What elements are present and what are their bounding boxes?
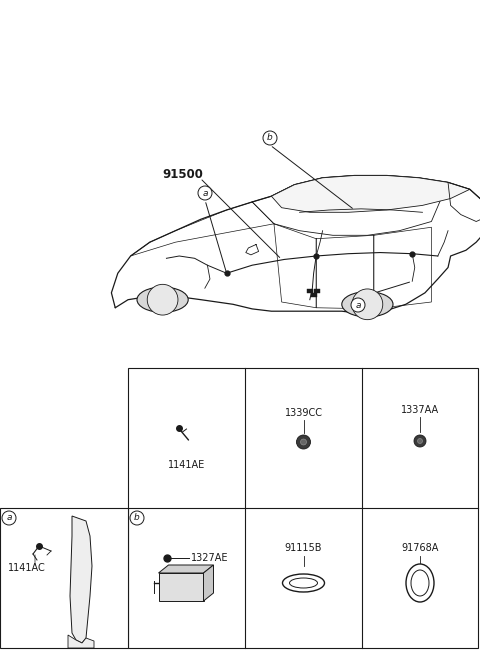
Circle shape (147, 284, 178, 315)
Ellipse shape (283, 574, 324, 592)
Circle shape (297, 435, 311, 449)
Bar (0, 508, 128, 648)
Bar (128, 368, 478, 648)
Circle shape (2, 511, 16, 525)
Circle shape (300, 439, 307, 445)
FancyBboxPatch shape (307, 288, 313, 293)
Polygon shape (68, 635, 94, 648)
Text: a: a (6, 514, 12, 523)
Ellipse shape (289, 578, 317, 588)
Text: b: b (134, 514, 140, 523)
Text: a: a (355, 301, 361, 310)
Ellipse shape (137, 287, 188, 312)
Polygon shape (158, 565, 214, 573)
Text: 91768A: 91768A (401, 543, 439, 553)
Circle shape (198, 186, 212, 200)
Text: 1337AA: 1337AA (401, 405, 439, 415)
FancyBboxPatch shape (314, 288, 321, 293)
Text: 91500: 91500 (162, 168, 203, 181)
Text: a: a (202, 189, 208, 198)
Text: 1141AE: 1141AE (168, 460, 205, 470)
Circle shape (351, 298, 365, 312)
Circle shape (414, 435, 426, 447)
Ellipse shape (411, 570, 429, 596)
Polygon shape (158, 573, 204, 601)
Circle shape (352, 289, 383, 320)
Text: 91115B: 91115B (285, 543, 322, 553)
Polygon shape (204, 565, 214, 601)
Polygon shape (271, 176, 470, 212)
Ellipse shape (406, 564, 434, 602)
Circle shape (130, 511, 144, 525)
Circle shape (418, 438, 422, 443)
Text: b: b (267, 134, 273, 143)
Polygon shape (70, 516, 92, 643)
Text: 1339CC: 1339CC (285, 408, 323, 418)
Text: 1327AE: 1327AE (191, 553, 228, 563)
Text: 1141AC: 1141AC (8, 563, 46, 573)
FancyBboxPatch shape (311, 293, 317, 297)
Ellipse shape (342, 291, 393, 317)
Circle shape (263, 131, 277, 145)
